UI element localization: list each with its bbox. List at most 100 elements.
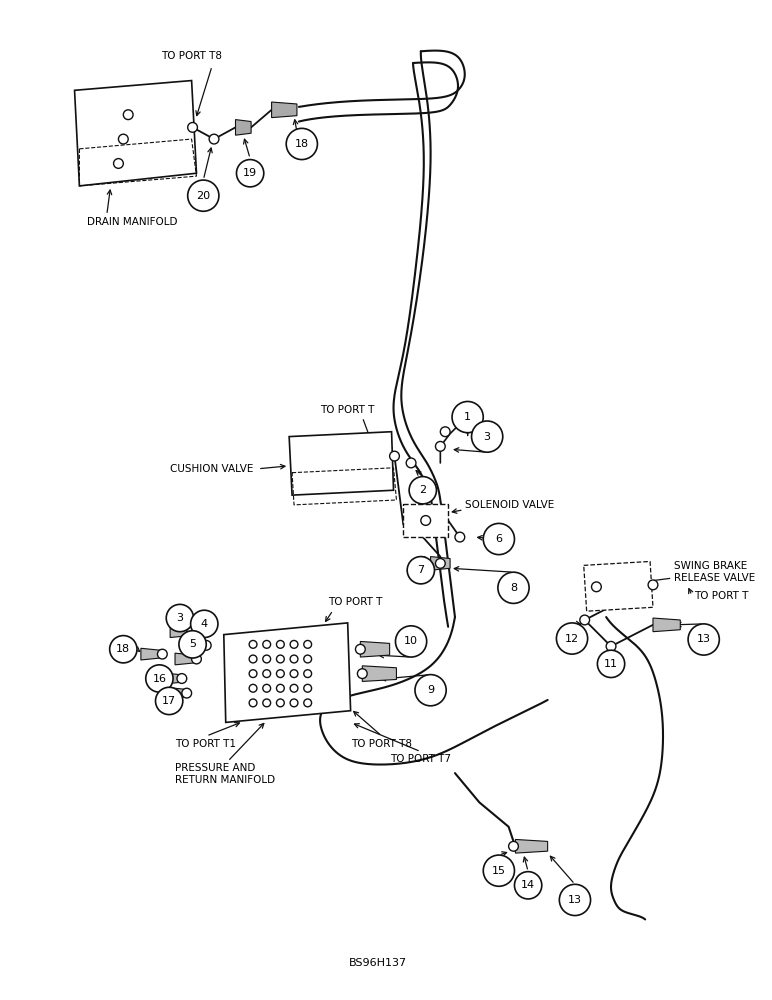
Polygon shape: [170, 626, 190, 638]
Circle shape: [187, 627, 197, 637]
Circle shape: [249, 699, 257, 707]
Circle shape: [509, 841, 518, 851]
Polygon shape: [653, 618, 680, 632]
Polygon shape: [185, 639, 205, 651]
Circle shape: [290, 640, 298, 648]
Circle shape: [262, 684, 271, 692]
Text: 7: 7: [418, 565, 425, 575]
Text: 2: 2: [419, 485, 426, 495]
Circle shape: [191, 610, 218, 638]
Circle shape: [421, 516, 431, 525]
Text: 20: 20: [196, 191, 210, 201]
Polygon shape: [75, 81, 197, 186]
Circle shape: [286, 128, 317, 160]
Circle shape: [157, 649, 168, 659]
Circle shape: [355, 644, 365, 654]
Circle shape: [435, 559, 445, 568]
Text: TO PORT T: TO PORT T: [694, 591, 748, 601]
Text: 14: 14: [521, 880, 535, 890]
Circle shape: [406, 458, 416, 468]
Polygon shape: [175, 653, 195, 665]
Text: 15: 15: [492, 866, 506, 876]
Text: 12: 12: [565, 634, 579, 644]
Text: 9: 9: [427, 685, 434, 695]
Polygon shape: [272, 102, 297, 118]
Text: TO PORT T7: TO PORT T7: [391, 754, 452, 764]
Circle shape: [648, 580, 658, 590]
Circle shape: [113, 159, 124, 168]
Circle shape: [455, 532, 465, 542]
Circle shape: [395, 626, 427, 657]
Circle shape: [303, 670, 312, 678]
Text: 17: 17: [162, 696, 176, 706]
Polygon shape: [165, 687, 185, 699]
Text: SOLENOID VALVE: SOLENOID VALVE: [465, 500, 554, 510]
Polygon shape: [516, 839, 547, 853]
Circle shape: [262, 699, 271, 707]
Circle shape: [415, 675, 446, 706]
Circle shape: [409, 477, 436, 504]
Circle shape: [452, 401, 483, 433]
Text: 13: 13: [696, 634, 711, 644]
Circle shape: [249, 670, 257, 678]
Text: 4: 4: [201, 619, 208, 629]
Text: 3: 3: [176, 613, 184, 623]
Circle shape: [146, 665, 173, 692]
Circle shape: [303, 684, 312, 692]
Circle shape: [236, 160, 264, 187]
Circle shape: [435, 441, 445, 451]
Circle shape: [498, 572, 529, 603]
Text: 18: 18: [117, 644, 130, 654]
Circle shape: [182, 688, 191, 698]
Text: 1: 1: [464, 412, 471, 422]
Text: 13: 13: [568, 895, 582, 905]
Circle shape: [188, 180, 219, 211]
Text: PRESSURE AND
RETURN MANIFOLD: PRESSURE AND RETURN MANIFOLD: [175, 763, 275, 785]
Circle shape: [390, 451, 399, 461]
Circle shape: [580, 615, 590, 625]
Text: TO PORT T: TO PORT T: [328, 597, 383, 607]
Circle shape: [166, 604, 194, 632]
Text: 10: 10: [404, 636, 418, 646]
Circle shape: [591, 582, 601, 592]
Text: 18: 18: [295, 139, 309, 149]
Circle shape: [177, 674, 187, 683]
Circle shape: [290, 684, 298, 692]
Circle shape: [110, 636, 137, 663]
Polygon shape: [403, 504, 448, 537]
Circle shape: [118, 134, 128, 144]
Circle shape: [303, 699, 312, 707]
Text: TO PORT T8: TO PORT T8: [351, 739, 412, 749]
Circle shape: [606, 641, 616, 651]
Circle shape: [276, 670, 284, 678]
Circle shape: [276, 699, 284, 707]
Circle shape: [124, 110, 133, 120]
Circle shape: [290, 670, 298, 678]
Text: 5: 5: [189, 639, 196, 649]
Text: TO PORT T1: TO PORT T1: [175, 739, 236, 749]
Circle shape: [188, 123, 198, 132]
Text: 11: 11: [604, 659, 618, 669]
Circle shape: [262, 670, 271, 678]
Circle shape: [483, 523, 514, 555]
Circle shape: [276, 684, 284, 692]
Polygon shape: [431, 557, 450, 570]
Text: TO PORT T8: TO PORT T8: [161, 51, 222, 61]
Text: CUSHION VALVE: CUSHION VALVE: [170, 464, 253, 474]
Circle shape: [440, 427, 450, 437]
Polygon shape: [361, 641, 390, 657]
Polygon shape: [224, 623, 350, 722]
Polygon shape: [584, 561, 653, 611]
Circle shape: [290, 699, 298, 707]
Circle shape: [303, 640, 312, 648]
Circle shape: [514, 872, 542, 899]
Text: 6: 6: [496, 534, 503, 544]
Circle shape: [560, 884, 591, 916]
Circle shape: [262, 655, 271, 663]
Text: TO PORT T: TO PORT T: [320, 405, 375, 415]
Circle shape: [249, 684, 257, 692]
Text: 16: 16: [152, 674, 167, 684]
Circle shape: [276, 640, 284, 648]
Text: 8: 8: [510, 583, 517, 593]
Circle shape: [557, 623, 587, 654]
